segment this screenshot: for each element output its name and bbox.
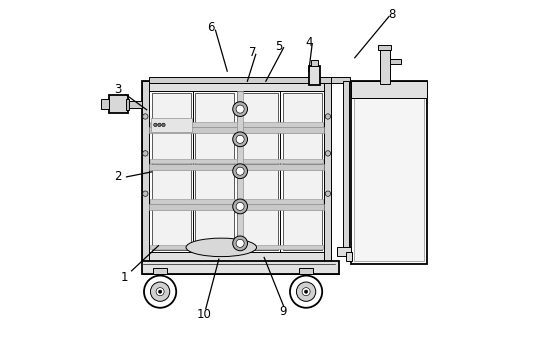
Bar <box>152 169 190 205</box>
Bar <box>351 81 427 264</box>
Circle shape <box>154 123 157 127</box>
Text: 4: 4 <box>305 36 313 49</box>
Bar <box>282 93 322 128</box>
Bar <box>149 127 324 132</box>
Text: 9: 9 <box>279 305 286 318</box>
Bar <box>150 245 323 249</box>
Circle shape <box>143 114 148 119</box>
Bar <box>239 169 278 205</box>
Bar <box>150 200 323 204</box>
Bar <box>149 205 324 210</box>
Circle shape <box>233 102 248 117</box>
Text: 2: 2 <box>114 171 122 183</box>
Bar <box>142 81 331 91</box>
Bar <box>152 268 167 274</box>
Bar <box>195 93 234 128</box>
Bar <box>109 95 127 113</box>
Bar <box>151 118 192 131</box>
Bar <box>239 93 278 128</box>
Bar <box>378 45 392 50</box>
Bar <box>299 268 314 274</box>
Bar <box>149 77 331 83</box>
Bar <box>195 209 234 250</box>
Bar <box>282 169 322 205</box>
Circle shape <box>144 276 176 308</box>
Text: 5: 5 <box>276 39 283 53</box>
Bar <box>324 81 331 261</box>
Text: 3: 3 <box>114 83 122 96</box>
Circle shape <box>150 282 170 301</box>
Bar <box>337 247 351 256</box>
Bar <box>142 261 339 274</box>
Bar <box>142 81 149 261</box>
Circle shape <box>302 288 310 296</box>
Circle shape <box>158 290 162 293</box>
Circle shape <box>233 199 248 214</box>
Bar <box>195 169 234 205</box>
Circle shape <box>296 282 316 301</box>
Bar <box>343 81 349 247</box>
Text: 7: 7 <box>249 46 256 59</box>
Text: 6: 6 <box>207 21 214 34</box>
Circle shape <box>233 164 248 179</box>
Circle shape <box>158 123 161 127</box>
Bar <box>351 81 427 98</box>
Bar <box>152 209 190 250</box>
Bar <box>282 132 322 164</box>
Bar <box>142 81 331 261</box>
Bar <box>346 252 353 261</box>
Circle shape <box>233 132 248 147</box>
Bar <box>101 99 109 109</box>
Circle shape <box>236 105 244 113</box>
Bar <box>126 99 129 110</box>
Bar <box>311 60 318 66</box>
Circle shape <box>162 123 165 127</box>
Bar <box>237 91 243 252</box>
Text: 8: 8 <box>388 8 395 21</box>
Bar <box>142 252 331 261</box>
Bar <box>149 164 324 170</box>
Circle shape <box>325 151 331 156</box>
Bar <box>150 159 323 163</box>
Circle shape <box>304 290 308 293</box>
Bar <box>380 50 390 84</box>
Bar <box>331 77 350 83</box>
Bar <box>282 209 322 250</box>
Bar <box>309 66 319 85</box>
Circle shape <box>236 203 244 210</box>
Bar <box>127 101 142 108</box>
Circle shape <box>325 191 331 196</box>
Bar <box>239 132 278 164</box>
Bar <box>239 209 278 250</box>
Circle shape <box>156 288 164 296</box>
Circle shape <box>143 151 148 156</box>
Text: 10: 10 <box>196 308 211 321</box>
Circle shape <box>233 236 248 251</box>
Circle shape <box>236 239 244 247</box>
Circle shape <box>290 276 322 308</box>
Bar <box>390 59 401 64</box>
Bar <box>150 122 323 127</box>
Circle shape <box>325 114 331 119</box>
Circle shape <box>236 135 244 143</box>
Bar <box>195 132 234 164</box>
Text: 1: 1 <box>121 271 128 284</box>
Bar <box>152 93 190 128</box>
Bar <box>152 132 190 164</box>
Circle shape <box>143 191 148 196</box>
Circle shape <box>236 167 244 175</box>
Bar <box>354 85 424 261</box>
Ellipse shape <box>186 238 256 256</box>
